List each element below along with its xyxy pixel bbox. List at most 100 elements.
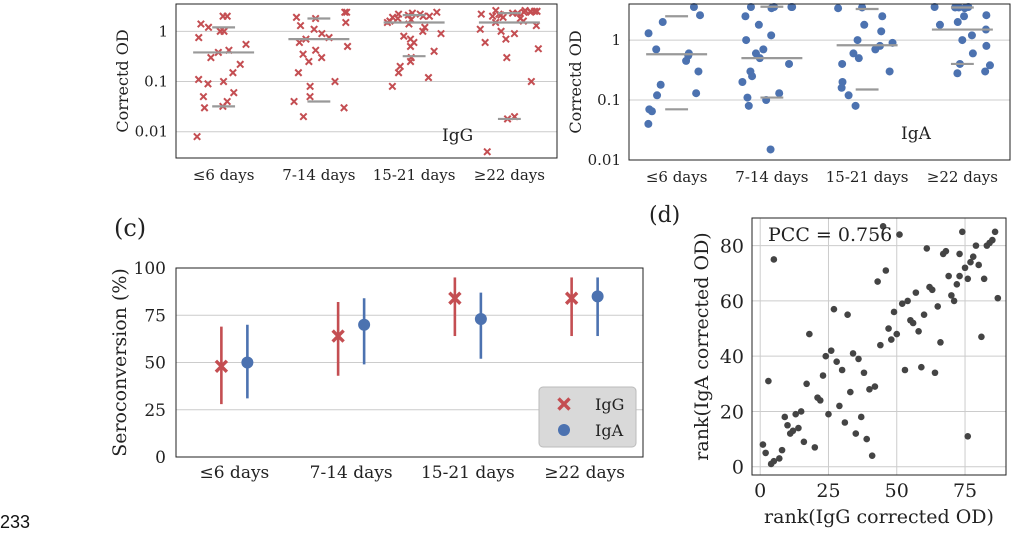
panel-b-point	[644, 29, 653, 38]
panel-d-point	[844, 311, 851, 319]
panel-a-point	[533, 7, 541, 16]
panel-a-point	[430, 47, 439, 56]
panel-a-point	[242, 40, 250, 49]
panel-a-point-b	[499, 13, 507, 22]
panel-a-point-b	[219, 77, 228, 86]
panel-c-point-iga	[358, 318, 371, 331]
panel-d-point	[912, 289, 920, 296]
panel-b-point	[742, 36, 751, 45]
panel-d-point	[838, 366, 846, 374]
panel-a-point	[502, 53, 511, 62]
panel-d-point	[978, 333, 985, 341]
panel-a-point-b	[477, 10, 486, 19]
panel-a-point-b	[432, 8, 441, 17]
panel-a-point-b	[204, 79, 212, 88]
panel-b-point	[746, 3, 755, 11]
panel-d-point	[860, 369, 868, 377]
panel-d-point	[778, 446, 786, 454]
panel-d-point	[934, 303, 942, 310]
panel-b-xtick-label: 7-14 days	[735, 168, 808, 186]
panel-a-point-b	[526, 8, 535, 17]
panel-a-point-b	[406, 57, 415, 66]
panel-a-point	[206, 53, 215, 62]
panel-a-point	[194, 75, 203, 84]
panel-a-point-b	[242, 40, 250, 49]
panel-b-point	[878, 12, 887, 21]
panel-c-ylabel: Seroconversion (%)	[109, 268, 131, 457]
panel-d-point	[980, 275, 988, 283]
panel-d-point	[964, 433, 972, 440]
panel-a-ytick-label: 1	[158, 22, 168, 40]
panel-a-point	[418, 27, 427, 36]
panel-d-point	[931, 369, 939, 377]
panel-d-point	[827, 347, 835, 354]
panel-a-ytick-label: 0.1	[144, 73, 168, 91]
panel-b-point	[759, 45, 768, 54]
panel-a-point	[477, 10, 486, 19]
panel-d-point	[915, 328, 922, 335]
panel-b-point	[849, 49, 858, 58]
panel-d-point	[855, 355, 862, 363]
panel-a-point-b	[520, 8, 528, 17]
panel-b-point	[767, 31, 776, 40]
panel-d-point	[909, 319, 917, 327]
panel-b-point	[775, 89, 784, 98]
panel-d-point	[781, 413, 789, 421]
panel-d-point	[969, 253, 977, 260]
panel-a-point	[236, 60, 245, 69]
panel-d-point	[975, 261, 982, 269]
panel-a-point	[292, 13, 301, 22]
panel-d-ytick-label: 20	[720, 401, 744, 423]
panel-a-point-b	[223, 12, 232, 21]
panel-c-legend-igg-label: IgG	[595, 395, 624, 414]
panel-c-xtick-label: 15-21 days	[421, 463, 515, 483]
panel-d-point	[945, 272, 952, 280]
panel-b-point	[744, 101, 753, 110]
panel-d-point	[904, 297, 911, 305]
panel-d-point	[898, 300, 906, 307]
panel-a-point	[520, 8, 528, 17]
panel-d-point	[868, 452, 876, 459]
panel-d-point	[950, 297, 958, 305]
panel-a-point-b	[194, 75, 203, 84]
panel-d-point	[877, 341, 884, 349]
panel-d-point	[890, 308, 898, 316]
panel-c-point-igg	[564, 291, 579, 305]
panel-a-point	[420, 23, 429, 32]
panel-a-point-b	[497, 27, 506, 36]
panel-b-point	[653, 91, 662, 100]
panel-a-point-b	[206, 53, 215, 62]
panel-d-label: (d)	[649, 203, 680, 228]
panel-d-xtick-label: 50	[885, 480, 909, 502]
panel-d-xtick-label: 0	[754, 480, 766, 502]
panel-d-point	[956, 272, 963, 280]
panel-d-point	[852, 430, 860, 437]
panel-d-xtick-label: 25	[816, 480, 840, 502]
panel-b-point	[682, 56, 691, 65]
panel-b-point	[858, 3, 867, 12]
panel-a-point-b	[294, 68, 303, 77]
panel-c-point-iga	[241, 356, 254, 369]
panel-b-ytick-label: 1	[611, 31, 621, 49]
panel-a-point-b	[304, 57, 313, 66]
panel-c-point-igg-b	[214, 359, 229, 373]
panel-a-point	[406, 57, 415, 66]
panel-a-point-b	[424, 73, 433, 82]
panel-a-point-b	[527, 77, 536, 86]
panel-c-point-iga	[474, 313, 487, 326]
panel-a-point	[476, 25, 485, 34]
panel-a-point-b	[394, 68, 403, 77]
panel-d-point	[893, 330, 901, 338]
panel-d-ytick-label: 40	[720, 346, 744, 368]
panel-a-point-b	[306, 92, 314, 101]
panel-d-point	[816, 397, 824, 404]
panel-a-point-b	[299, 50, 307, 59]
panel-a-xtick-label: ≥22 days	[474, 166, 545, 184]
panel-a-point-b	[296, 21, 305, 30]
panel-b-point	[652, 45, 661, 54]
panel-b-point	[738, 78, 747, 86]
panel-c-point-igg	[448, 291, 462, 305]
panel-d-point	[871, 383, 879, 390]
panel-b-point	[982, 41, 991, 50]
panel-a-point-b	[430, 47, 439, 56]
